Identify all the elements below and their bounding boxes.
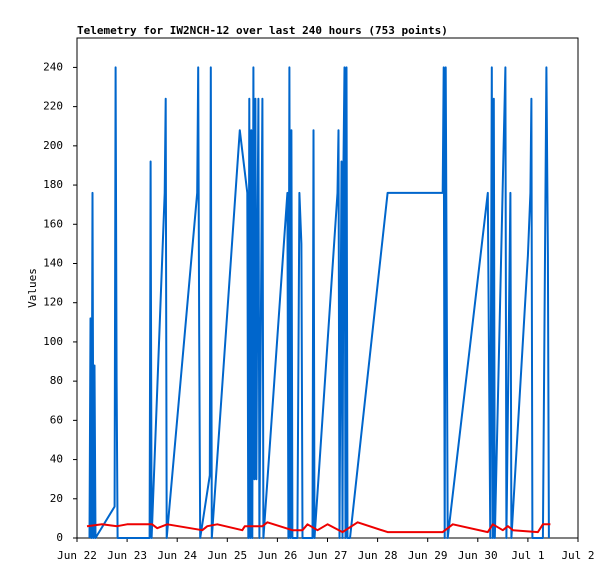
y-tick-label: 140 [43, 256, 63, 269]
y-tick-label: 160 [43, 217, 63, 230]
y-tick-label: 40 [50, 453, 63, 466]
y-tick-label: 120 [43, 296, 63, 309]
y-tick-label: 220 [43, 100, 63, 113]
x-tick-label: Jul 2 [561, 549, 594, 562]
y-tick-label: 100 [43, 335, 63, 348]
y-tick-label: 80 [50, 374, 63, 387]
series-line [88, 66, 550, 539]
x-tick-label: Jun 25 [207, 549, 247, 562]
series-line [86, 521, 551, 534]
x-tick-label: Jul 1 [511, 549, 544, 562]
x-tick-label: Jun 29 [408, 549, 448, 562]
y-tick-label: 240 [43, 60, 63, 73]
chart-title: Telemetry for IW2NCH-12 over last 240 ho… [77, 24, 448, 37]
x-tick-label: Jun 22 [57, 549, 97, 562]
x-tick-label: Jun 28 [358, 549, 398, 562]
y-tick-label: 60 [50, 413, 63, 426]
y-tick-label: 180 [43, 178, 63, 191]
x-tick-label: Jun 23 [107, 549, 147, 562]
x-tick-label: Jun 24 [157, 549, 197, 562]
x-tick-label: Jun 30 [458, 549, 498, 562]
y-tick-label: 20 [50, 492, 63, 505]
x-tick-label: Jun 27 [308, 549, 348, 562]
y-tick-label: 200 [43, 139, 63, 152]
y-axis-label: Values [26, 268, 39, 308]
x-tick-label: Jun 26 [258, 549, 298, 562]
y-tick-label: 0 [56, 531, 63, 544]
